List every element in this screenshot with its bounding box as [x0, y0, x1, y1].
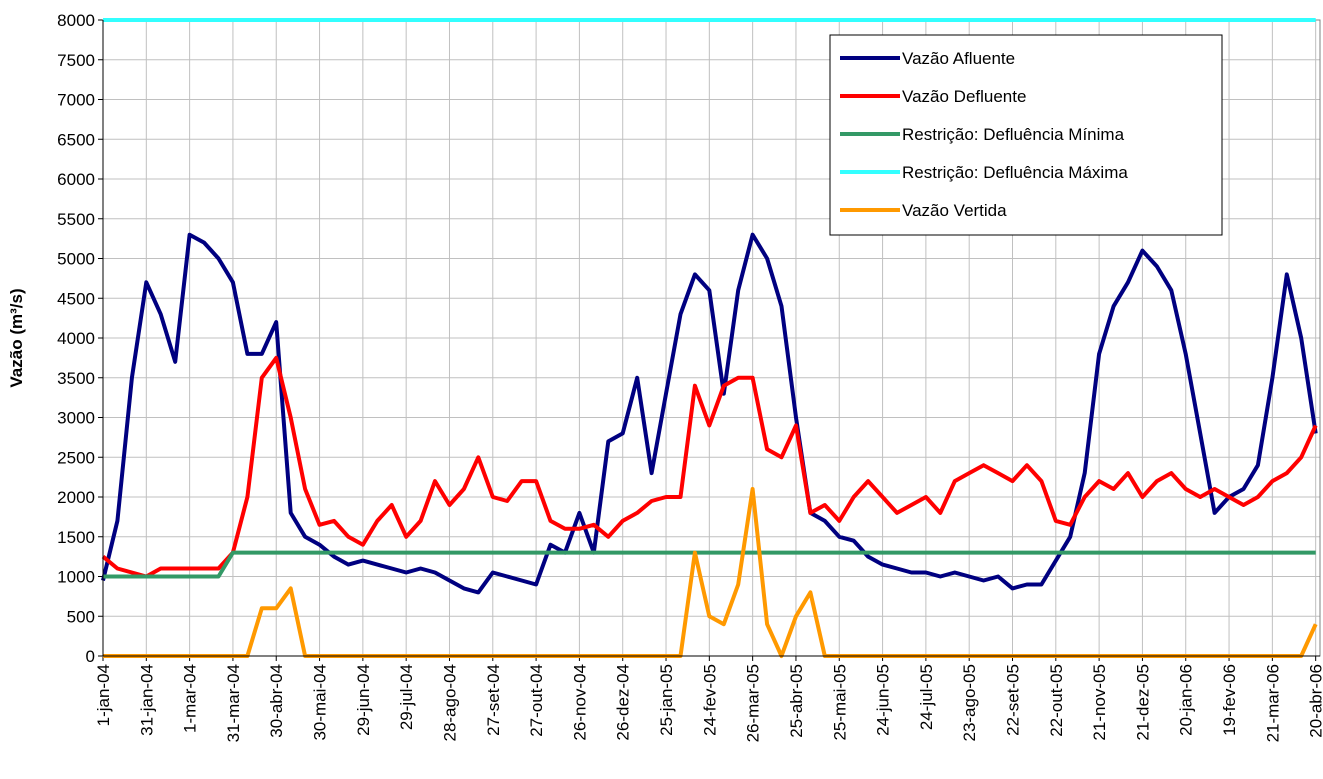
x-tick-label: 29-jul-04 — [397, 664, 416, 730]
x-tick-label: 26-dez-04 — [614, 664, 633, 741]
x-tick-label: 24-jun-05 — [874, 664, 893, 736]
y-tick-label: 500 — [67, 607, 95, 626]
x-tick-label: 21-mar-06 — [1263, 664, 1282, 742]
x-tick-label: 1-mar-04 — [181, 664, 200, 733]
series-line — [101, 355, 1318, 579]
y-tick-label: 6500 — [57, 130, 95, 149]
x-tick-label: 27-set-04 — [484, 664, 503, 736]
x-tick-label: 31-mar-04 — [224, 664, 243, 742]
x-tick-label: 22-out-05 — [1047, 664, 1066, 737]
y-tick-label: 8000 — [57, 11, 95, 30]
x-tick-label: 29-jun-04 — [354, 664, 373, 736]
legend-label: Vazão Defluente — [902, 87, 1026, 106]
y-axis-label: Vazão (m³/s) — [7, 288, 26, 387]
y-tick-label: 1000 — [57, 568, 95, 587]
y-tick-label: 4000 — [57, 329, 95, 348]
x-tick-label: 30-mai-04 — [311, 664, 330, 741]
y-tick-label: 0 — [86, 647, 95, 666]
x-tick-label: 24-jul-05 — [917, 664, 936, 730]
series-line — [101, 232, 1318, 595]
x-tick-label: 20-abr-06 — [1307, 664, 1323, 738]
x-tick-label: 24-fev-05 — [700, 664, 719, 736]
y-tick-label: 3500 — [57, 369, 95, 388]
x-tick-label: 25-abr-05 — [787, 664, 806, 738]
x-tick-label: 23-ago-05 — [960, 664, 979, 742]
x-tick-label: 20-jan-06 — [1177, 664, 1196, 736]
y-tick-label: 2500 — [57, 448, 95, 467]
x-tick-label: 19-fev-06 — [1220, 664, 1239, 736]
x-tick-label: 21-dez-05 — [1133, 664, 1152, 741]
x-tick-label: 25-jan-05 — [657, 664, 676, 736]
x-tick-label: 27-out-04 — [527, 664, 546, 737]
y-tick-label: 7500 — [57, 51, 95, 70]
x-tick-label: 25-mai-05 — [830, 664, 849, 741]
y-tick-label: 5000 — [57, 250, 95, 269]
y-tick-label: 6000 — [57, 170, 95, 189]
x-tick-label: 31-jan-04 — [137, 664, 156, 736]
legend-label: Vazão Vertida — [902, 201, 1007, 220]
x-tick-label: 21-nov-05 — [1090, 664, 1109, 741]
x-tick-label: 28-ago-04 — [440, 664, 459, 742]
legend-label: Restrição: Defluência Mínima — [902, 125, 1125, 144]
x-tick-label: 22-set-05 — [1004, 664, 1023, 736]
y-tick-label: 4500 — [57, 289, 95, 308]
x-tick-label: 26-nov-04 — [570, 664, 589, 741]
y-tick-label: 1500 — [57, 528, 95, 547]
x-tick-label: 1-jan-04 — [94, 664, 113, 726]
series-line — [103, 550, 1316, 579]
y-tick-label: 7000 — [57, 91, 95, 110]
y-tick-label: 3000 — [57, 409, 95, 428]
y-tick-label: 5500 — [57, 210, 95, 229]
legend-label: Restrição: Defluência Máxima — [902, 163, 1128, 182]
x-tick-label: 26-mar-05 — [744, 664, 763, 742]
x-tick-label: 30-abr-04 — [267, 664, 286, 738]
legend-label: Vazão Afluente — [902, 49, 1015, 68]
y-tick-label: 2000 — [57, 488, 95, 507]
